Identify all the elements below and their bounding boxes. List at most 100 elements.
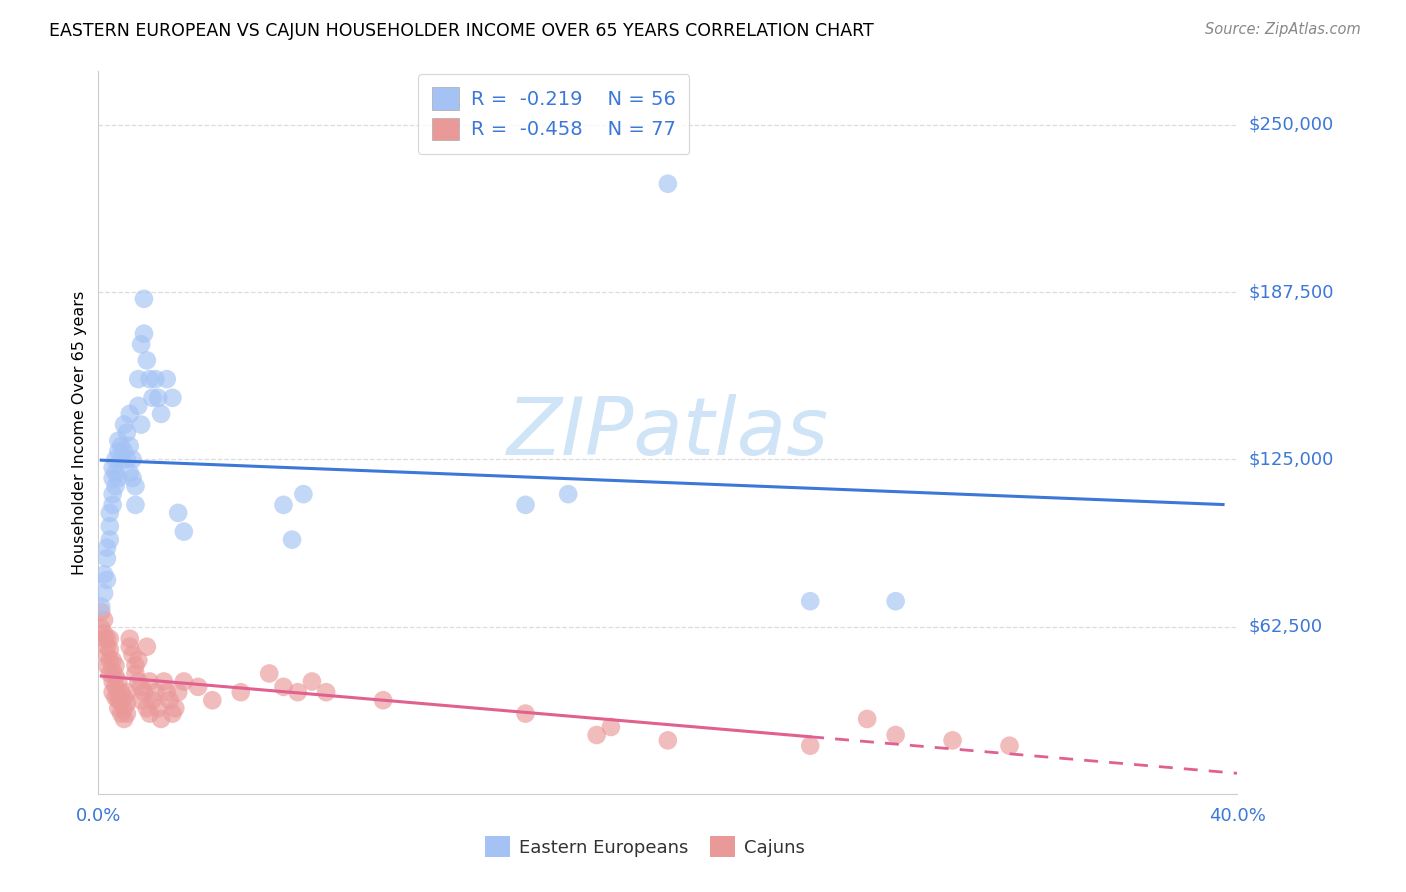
Point <box>118 640 141 654</box>
Point <box>942 733 965 747</box>
Point <box>138 706 160 721</box>
Point <box>101 664 124 678</box>
Point <box>104 680 127 694</box>
Point <box>110 685 132 699</box>
Point <box>998 739 1021 753</box>
Point <box>138 372 160 386</box>
Point <box>107 685 129 699</box>
Point <box>121 648 143 662</box>
Point <box>129 337 152 351</box>
Point <box>132 326 155 341</box>
Point <box>145 372 167 386</box>
Point <box>101 674 124 689</box>
Point <box>115 706 138 721</box>
Point <box>173 674 195 689</box>
Point <box>287 685 309 699</box>
Point <box>96 640 118 654</box>
Point <box>162 391 184 405</box>
Point <box>799 739 821 753</box>
Point <box>118 466 141 480</box>
Point <box>145 685 167 699</box>
Point <box>118 407 141 421</box>
Point <box>315 685 337 699</box>
Point <box>115 452 138 467</box>
Point <box>104 466 127 480</box>
Point <box>112 701 135 715</box>
Point <box>101 487 124 501</box>
Point <box>600 720 623 734</box>
Point <box>129 680 152 694</box>
Point <box>141 693 163 707</box>
Point <box>259 666 281 681</box>
Point <box>107 444 129 458</box>
Point <box>98 506 121 520</box>
Point <box>112 690 135 705</box>
Point <box>96 632 118 646</box>
Point <box>112 444 135 458</box>
Point <box>101 685 124 699</box>
Point <box>110 693 132 707</box>
Point <box>150 407 173 421</box>
Point <box>884 728 907 742</box>
Point <box>281 533 304 547</box>
Point <box>127 372 149 386</box>
Point <box>104 452 127 467</box>
Point <box>90 621 112 635</box>
Point <box>96 551 118 566</box>
Text: Source: ZipAtlas.com: Source: ZipAtlas.com <box>1205 22 1361 37</box>
Point <box>115 696 138 710</box>
Point <box>93 626 115 640</box>
Point <box>101 498 124 512</box>
Point <box>112 417 135 432</box>
Point <box>104 690 127 705</box>
Text: EASTERN EUROPEAN VS CAJUN HOUSEHOLDER INCOME OVER 65 YEARS CORRELATION CHART: EASTERN EUROPEAN VS CAJUN HOUSEHOLDER IN… <box>49 22 875 40</box>
Point <box>173 524 195 539</box>
Point <box>165 701 187 715</box>
Point <box>110 452 132 467</box>
Point <box>127 674 149 689</box>
Point <box>138 674 160 689</box>
Text: $250,000: $250,000 <box>1249 116 1334 134</box>
Point <box>118 632 141 646</box>
Point <box>135 640 157 654</box>
Point <box>515 706 537 721</box>
Text: ZIPatlas: ZIPatlas <box>506 393 830 472</box>
Point <box>98 653 121 667</box>
Legend: Eastern Europeans, Cajuns: Eastern Europeans, Cajuns <box>478 829 813 864</box>
Point <box>107 693 129 707</box>
Point <box>229 685 252 699</box>
Point <box>657 733 679 747</box>
Point <box>301 674 323 689</box>
Point <box>107 701 129 715</box>
Point <box>93 567 115 582</box>
Point <box>167 506 190 520</box>
Point <box>129 417 152 432</box>
Point <box>98 666 121 681</box>
Point <box>273 680 295 694</box>
Point <box>101 653 124 667</box>
Point <box>98 533 121 547</box>
Point <box>292 487 315 501</box>
Point <box>112 712 135 726</box>
Point <box>799 594 821 608</box>
Point <box>373 693 395 707</box>
Point <box>124 658 146 673</box>
Point <box>150 712 173 726</box>
Point <box>107 434 129 448</box>
Point <box>110 706 132 721</box>
Point <box>118 439 141 453</box>
Text: $62,500: $62,500 <box>1249 617 1323 636</box>
Point <box>124 498 146 512</box>
Point <box>115 425 138 440</box>
Point <box>98 632 121 646</box>
Point <box>884 594 907 608</box>
Point <box>107 674 129 689</box>
Text: $187,500: $187,500 <box>1249 283 1334 301</box>
Point <box>135 353 157 368</box>
Point <box>153 674 176 689</box>
Point <box>96 658 118 673</box>
Point <box>132 292 155 306</box>
Point <box>96 573 118 587</box>
Point <box>90 599 112 614</box>
Point <box>124 666 146 681</box>
